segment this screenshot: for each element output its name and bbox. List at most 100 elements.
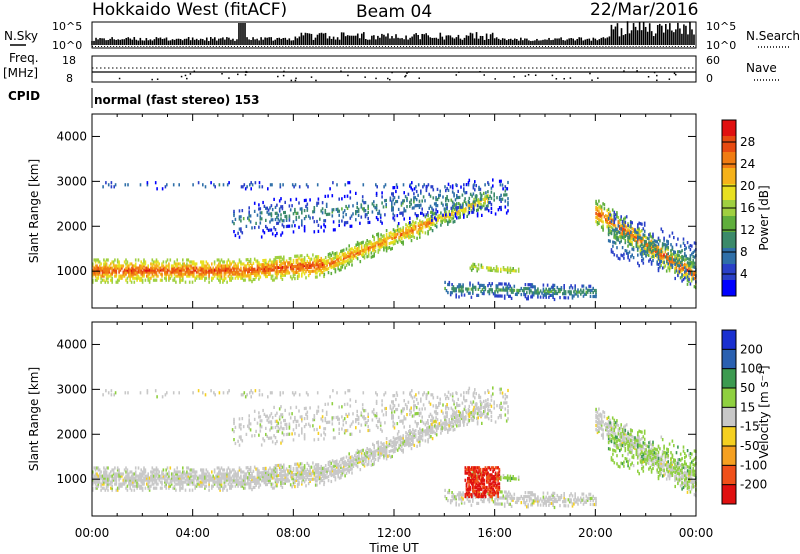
echo-cell <box>667 256 669 260</box>
noise-search-dot <box>206 46 208 47</box>
echo-cell <box>202 476 205 480</box>
echo-cell <box>274 484 277 488</box>
echo-cell <box>465 183 468 187</box>
echo-cell <box>93 478 95 482</box>
echo-cell <box>158 268 160 272</box>
echo-cell <box>134 466 137 470</box>
echo-cell <box>168 486 170 490</box>
echo-cell <box>360 245 363 249</box>
echo-cell <box>620 253 622 257</box>
echo-cell <box>459 207 461 211</box>
noise-search-dot <box>517 46 519 47</box>
noise-search-dot <box>683 46 685 47</box>
echo-cell <box>128 274 130 278</box>
echo-cell <box>484 199 486 203</box>
echo-cell <box>631 221 633 225</box>
echo-cell <box>330 261 333 265</box>
echo-cell <box>321 262 324 267</box>
echo-cell <box>391 236 393 240</box>
noise-search-dot <box>535 46 537 47</box>
echo-cell <box>259 263 262 267</box>
echo-cell <box>402 211 404 215</box>
echo-cell <box>678 270 681 274</box>
echo-cell <box>359 249 362 254</box>
echo-cell <box>188 468 191 472</box>
echo-cell <box>92 270 94 274</box>
echo-cell <box>309 265 311 269</box>
echo-cell <box>280 271 282 276</box>
echo-cell <box>165 480 167 484</box>
echo-cell <box>121 264 123 268</box>
echo-cell <box>341 265 344 269</box>
echo-cell <box>271 472 274 476</box>
echo-cell <box>419 225 421 229</box>
echo-cell <box>632 229 635 233</box>
echo-cell <box>472 266 474 270</box>
echo-cell <box>205 478 208 482</box>
echo-cell <box>269 258 271 262</box>
echo-cell <box>475 194 477 198</box>
echo-cell <box>114 466 116 470</box>
echo-cell <box>144 260 147 264</box>
echo-cell <box>613 216 616 220</box>
echo-cell <box>191 470 194 474</box>
echo-cell <box>129 484 131 488</box>
noise-search-dot <box>158 46 160 47</box>
echo-cell <box>101 480 104 484</box>
echo-cell <box>409 229 411 233</box>
echo-cell <box>179 262 181 266</box>
echo-cell <box>664 247 667 251</box>
echo-cell <box>621 246 624 250</box>
echo-cell <box>273 258 275 262</box>
echo-cell <box>679 244 682 248</box>
echo-cell <box>94 272 97 276</box>
echo-cell <box>280 475 282 479</box>
echo-cell <box>107 482 109 486</box>
echo-cell <box>366 243 368 247</box>
echo-cell <box>406 224 409 228</box>
echo-cell <box>105 470 108 474</box>
echo-cell <box>363 209 365 213</box>
echo-cell <box>342 260 345 264</box>
echo-cell <box>483 290 485 294</box>
echo-cell <box>242 272 245 276</box>
echo-cell <box>187 472 190 476</box>
echo-cell <box>169 258 172 262</box>
echo-cell <box>653 249 656 253</box>
echo-cell <box>351 259 353 263</box>
echo-cell <box>173 486 176 490</box>
echo-cell <box>406 230 409 234</box>
echo-cell <box>295 197 298 201</box>
echo-cell <box>230 482 232 486</box>
echo-cell <box>241 480 244 484</box>
echo-cell <box>253 271 256 275</box>
echo-cell <box>114 183 117 187</box>
noise-search-dot <box>110 46 112 47</box>
noise-search-dot <box>641 46 643 47</box>
echo-cell <box>445 219 448 223</box>
echo-cell <box>237 276 239 280</box>
echo-cell <box>240 266 242 270</box>
echo-cell <box>327 267 330 271</box>
echo-cell <box>248 476 250 480</box>
echo-cell <box>329 262 331 266</box>
noise-search-dot <box>173 46 175 47</box>
echo-cell <box>204 480 206 484</box>
echo-cell <box>179 484 181 488</box>
echo-cell <box>242 486 245 490</box>
noise-search-dot <box>545 46 546 47</box>
echo-cell <box>548 289 550 293</box>
echo-cell <box>183 476 185 480</box>
echo-cell <box>372 242 374 246</box>
echo-cell <box>299 264 302 268</box>
echo-cell <box>397 195 400 199</box>
echo-cell <box>258 261 260 265</box>
noise-search-dot <box>572 46 574 47</box>
echo-cell <box>108 266 111 270</box>
echo-cell <box>380 237 382 241</box>
noise-search-dot <box>161 46 163 47</box>
echo-cell <box>213 274 216 278</box>
echo-cell <box>96 478 98 482</box>
echo-cell <box>312 216 314 220</box>
echo-cell <box>399 231 402 235</box>
